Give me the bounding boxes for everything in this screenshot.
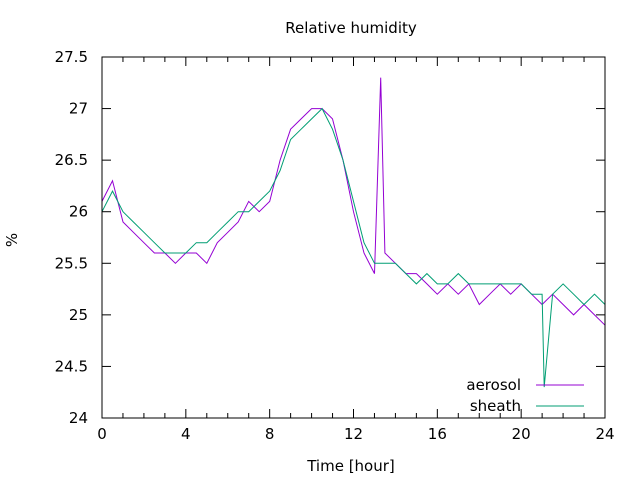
x-tick-label: 24 xyxy=(595,425,614,443)
y-tick-label: 26 xyxy=(69,203,88,221)
y-tick-label: 27.5 xyxy=(55,48,88,66)
x-tick-label: 20 xyxy=(512,425,531,443)
legend-label-sheath: sheath xyxy=(470,397,521,415)
x-tick-label: 12 xyxy=(344,425,363,443)
chart-title: Relative humidity xyxy=(285,19,417,37)
legend-label-aerosol: aerosol xyxy=(466,376,521,394)
x-tick-label: 8 xyxy=(265,425,275,443)
x-tick-label: 4 xyxy=(181,425,191,443)
y-tick-label: 25 xyxy=(69,306,88,324)
y-tick-label: 26.5 xyxy=(55,151,88,169)
y-tick-label: 24.5 xyxy=(55,357,88,375)
series-line-aerosol xyxy=(101,77,606,326)
axes: 0 4 8 12 16 20 24 24 24.5 25 25.5 26 26.5 27 27.5 xyxy=(55,48,615,443)
y-tick-label: 24 xyxy=(69,409,88,427)
series-line-sheath xyxy=(101,107,606,388)
y-axis-label: % xyxy=(3,233,21,247)
y-tick-label: 27 xyxy=(69,100,88,118)
y-tick-label: 25.5 xyxy=(55,254,88,272)
legend: aerosol sheath xyxy=(466,376,584,415)
x-axis-label: Time [hour] xyxy=(306,457,395,475)
x-tick-label: 0 xyxy=(97,425,107,443)
x-tick-label: 16 xyxy=(428,425,447,443)
plot-area xyxy=(101,77,606,388)
